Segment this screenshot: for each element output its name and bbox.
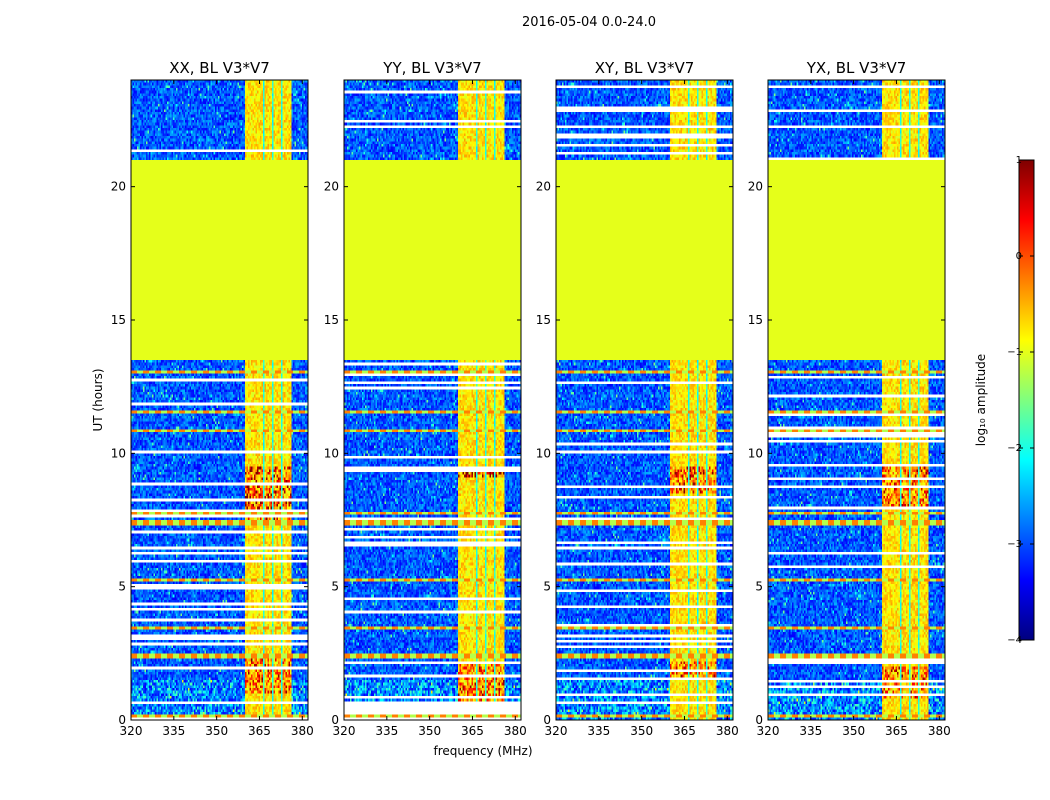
colorbar-gradient xyxy=(1018,159,1035,641)
x-tick-label: 350 xyxy=(205,724,228,738)
y-tick-label: 10 xyxy=(748,446,763,460)
x-tick-label: 335 xyxy=(799,724,822,738)
x-tick-label: 350 xyxy=(418,724,441,738)
y-tick-label: 15 xyxy=(111,313,126,327)
y-tick-label: 10 xyxy=(324,446,339,460)
colorbar-tick-label: −1 xyxy=(1007,347,1022,358)
panel-3: YX, BL V3*V7 320 335 350 365 380 0 5 10 15 20 xyxy=(748,59,951,738)
panel-frame xyxy=(767,79,946,721)
x-tick-label: 320 xyxy=(545,724,568,738)
panel-2: XY, BL V3*V7 320 335 350 365 380 0 5 10 15 20 xyxy=(536,59,739,738)
panel-0: XX, BL V3*V7 320 335 350 365 380 0 5 10 15 20 xyxy=(111,59,314,738)
x-tick-label: 380 xyxy=(928,724,951,738)
colorbar-tick-label: 0 xyxy=(1016,251,1022,262)
x-tick-label: 380 xyxy=(504,724,527,738)
y-tick-label: 0 xyxy=(331,713,339,727)
y-tick-label: 20 xyxy=(536,180,551,194)
heatmap-image-3 xyxy=(768,80,945,720)
x-tick-label: 335 xyxy=(587,724,610,738)
heatmap-image-1 xyxy=(344,80,521,720)
x-tick-label: 350 xyxy=(842,724,865,738)
y-tick-label: 20 xyxy=(324,180,339,194)
colorbar-label: log₁₀ amplitude xyxy=(974,354,988,446)
colorbar: 1 0 −1 −2 −3 −4 log₁₀ amplitude xyxy=(974,155,1035,646)
x-tick-label: 380 xyxy=(716,724,739,738)
panel-1: YY, BL V3*V7 320 335 350 365 380 0 5 10 15 20 xyxy=(324,59,527,738)
y-tick-label: 15 xyxy=(748,313,763,327)
y-tick-label: 15 xyxy=(324,313,339,327)
panel-frame xyxy=(343,79,522,721)
y-axis-label: UT (hours) xyxy=(91,368,105,431)
y-tick-label: 10 xyxy=(111,446,126,460)
x-tick-label: 320 xyxy=(333,724,356,738)
y-tick-label: 0 xyxy=(543,713,551,727)
heatmap-image-0 xyxy=(131,80,308,720)
y-tick-label: 0 xyxy=(118,713,126,727)
x-tick-label: 365 xyxy=(248,724,271,738)
panel-title: YY, BL V3*V7 xyxy=(382,59,481,77)
x-tick-label: 365 xyxy=(885,724,908,738)
x-tick-label: 320 xyxy=(757,724,780,738)
y-tick-label: 10 xyxy=(536,446,551,460)
panel-frame xyxy=(130,79,309,721)
y-tick-label: 5 xyxy=(755,580,763,594)
figure-suptitle: 2016-05-04 0.0-24.0 xyxy=(522,15,656,30)
y-tick-label: 20 xyxy=(748,180,763,194)
x-tick-label: 335 xyxy=(162,724,185,738)
x-tick-label: 365 xyxy=(461,724,484,738)
y-tick-label: 20 xyxy=(111,180,126,194)
colorbar-tick-label: −2 xyxy=(1007,443,1022,454)
colorbar-tick-label: −4 xyxy=(1007,635,1022,646)
panel-frame xyxy=(555,79,734,721)
x-axis-label: frequency (MHz) xyxy=(433,744,532,758)
x-tick-label: 380 xyxy=(291,724,314,738)
x-tick-label: 365 xyxy=(673,724,696,738)
y-tick-label: 0 xyxy=(755,713,763,727)
panel-title: XY, BL V3*V7 xyxy=(595,59,695,77)
x-tick-label: 350 xyxy=(630,724,653,738)
colorbar-tick-label: 1 xyxy=(1016,155,1022,166)
panel-title: XX, BL V3*V7 xyxy=(169,59,270,77)
heatmap-image-2 xyxy=(556,80,733,720)
y-tick-label: 5 xyxy=(118,580,126,594)
y-tick-label: 5 xyxy=(331,580,339,594)
colorbar-tick-label: −3 xyxy=(1007,539,1022,550)
y-tick-label: 5 xyxy=(543,580,551,594)
x-tick-label: 335 xyxy=(375,724,398,738)
panel-title: YX, BL V3*V7 xyxy=(806,59,907,77)
x-tick-label: 320 xyxy=(120,724,143,738)
y-tick-label: 15 xyxy=(536,313,551,327)
